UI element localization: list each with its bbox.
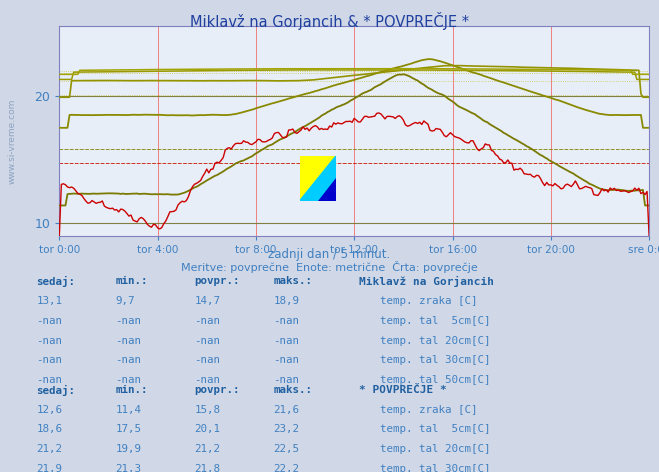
- Text: temp. tal  5cm[C]: temp. tal 5cm[C]: [380, 316, 491, 326]
- Text: www.si-vreme.com: www.si-vreme.com: [8, 99, 17, 184]
- Text: sedaj:: sedaj:: [36, 276, 75, 287]
- Text: 20,1: 20,1: [194, 424, 220, 434]
- Text: temp. tal 50cm[C]: temp. tal 50cm[C]: [380, 375, 491, 385]
- Text: 21,2: 21,2: [36, 444, 62, 454]
- Text: -nan: -nan: [194, 336, 220, 346]
- Text: 23,2: 23,2: [273, 424, 299, 434]
- Text: -nan: -nan: [115, 375, 141, 385]
- Text: temp. tal 20cm[C]: temp. tal 20cm[C]: [380, 336, 491, 346]
- Text: min.:: min.:: [115, 276, 148, 286]
- Text: zadnji dan / 5 minut.: zadnji dan / 5 minut.: [268, 248, 391, 261]
- Polygon shape: [300, 156, 336, 201]
- Text: maks.:: maks.:: [273, 276, 312, 286]
- Text: temp. tal 20cm[C]: temp. tal 20cm[C]: [380, 444, 491, 454]
- Text: Meritve: povprečne  Enote: metrične  Črta: povprečje: Meritve: povprečne Enote: metrične Črta:…: [181, 261, 478, 272]
- Text: 22,5: 22,5: [273, 444, 299, 454]
- Text: 22,2: 22,2: [273, 464, 299, 472]
- Text: povpr.:: povpr.:: [194, 276, 240, 286]
- Polygon shape: [318, 178, 336, 201]
- Text: temp. tal 30cm[C]: temp. tal 30cm[C]: [380, 464, 491, 472]
- Text: -nan: -nan: [115, 355, 141, 365]
- Text: maks.:: maks.:: [273, 385, 312, 395]
- Text: -nan: -nan: [36, 316, 62, 326]
- Text: 21,3: 21,3: [115, 464, 141, 472]
- Text: 12,6: 12,6: [36, 405, 62, 414]
- Text: -nan: -nan: [273, 355, 299, 365]
- Text: -nan: -nan: [194, 316, 220, 326]
- Text: sedaj:: sedaj:: [36, 385, 75, 396]
- Text: 21,8: 21,8: [194, 464, 220, 472]
- Polygon shape: [300, 156, 336, 201]
- Text: 19,9: 19,9: [115, 444, 141, 454]
- Text: -nan: -nan: [273, 316, 299, 326]
- Text: 18,6: 18,6: [36, 424, 62, 434]
- Text: temp. tal  5cm[C]: temp. tal 5cm[C]: [380, 424, 491, 434]
- Text: -nan: -nan: [273, 375, 299, 385]
- Text: 21,2: 21,2: [194, 444, 220, 454]
- Text: -nan: -nan: [36, 375, 62, 385]
- Text: temp. zraka [C]: temp. zraka [C]: [380, 296, 478, 306]
- Text: 14,7: 14,7: [194, 296, 220, 306]
- Text: -nan: -nan: [36, 355, 62, 365]
- Text: temp. zraka [C]: temp. zraka [C]: [380, 405, 478, 414]
- Text: * POVPREČJE *: * POVPREČJE *: [359, 385, 447, 395]
- Text: Miklavž na Gorjancih: Miklavž na Gorjancih: [359, 276, 494, 287]
- Text: 13,1: 13,1: [36, 296, 62, 306]
- Text: -nan: -nan: [115, 336, 141, 346]
- Text: temp. tal 30cm[C]: temp. tal 30cm[C]: [380, 355, 491, 365]
- Text: 17,5: 17,5: [115, 424, 141, 434]
- Text: povpr.:: povpr.:: [194, 385, 240, 395]
- Text: -nan: -nan: [273, 336, 299, 346]
- Text: -nan: -nan: [194, 375, 220, 385]
- Text: min.:: min.:: [115, 385, 148, 395]
- Text: -nan: -nan: [115, 316, 141, 326]
- Text: 21,9: 21,9: [36, 464, 62, 472]
- Text: -nan: -nan: [36, 336, 62, 346]
- Text: 11,4: 11,4: [115, 405, 141, 414]
- Text: 21,6: 21,6: [273, 405, 299, 414]
- Text: Miklavž na Gorjancih & * POVPREČJE *: Miklavž na Gorjancih & * POVPREČJE *: [190, 12, 469, 30]
- Text: 15,8: 15,8: [194, 405, 220, 414]
- Text: 18,9: 18,9: [273, 296, 299, 306]
- Text: -nan: -nan: [194, 355, 220, 365]
- Text: 9,7: 9,7: [115, 296, 135, 306]
